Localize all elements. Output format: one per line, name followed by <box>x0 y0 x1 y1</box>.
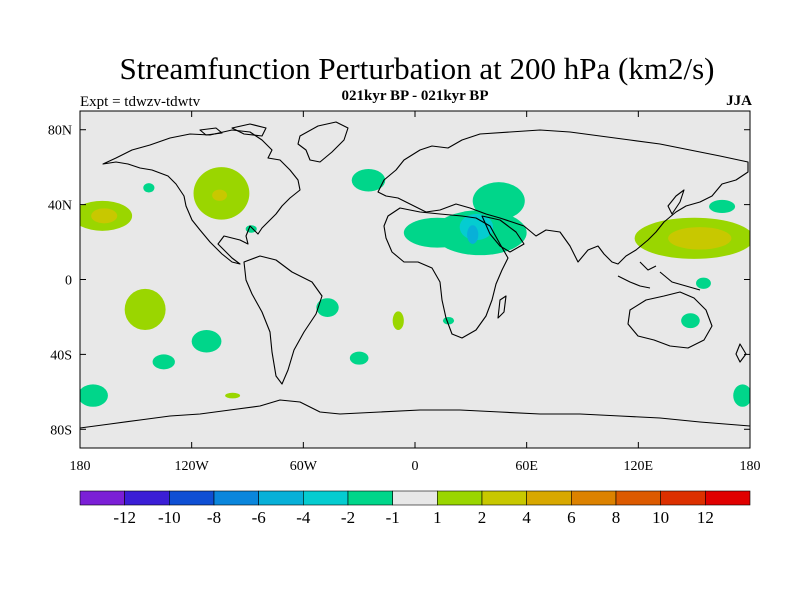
contour-region-19 <box>349 351 369 365</box>
axis-ticks: 180 120W 60W 0 60E 120E 180 80N 40N 0 40S 80S <box>48 111 761 474</box>
colorbar-label: -1 <box>386 508 400 527</box>
colorbar-swatch <box>124 490 170 506</box>
contour-region-16 <box>191 330 222 353</box>
coastline-japan <box>667 189 685 215</box>
colorbar-label: -8 <box>207 508 221 527</box>
x-tick-label: 180 <box>70 459 91 474</box>
x-tick-label: 120E <box>624 459 654 474</box>
colorbar-label: 12 <box>697 508 714 527</box>
x-tick-label: 0 <box>412 459 419 474</box>
colorbar-label: -6 <box>252 508 266 527</box>
coastline-australia <box>627 291 713 349</box>
experiment-label: Expt = tdwzv-tdwtv <box>80 94 201 110</box>
colorbar-label: 4 <box>522 508 531 527</box>
contour-region-17 <box>316 298 339 317</box>
contour-region-23 <box>733 384 750 407</box>
coastline-arctic-islands <box>199 123 267 137</box>
contour-region-20 <box>709 199 736 214</box>
coastline-arabia <box>481 215 525 253</box>
colorbar-swatch <box>481 490 527 506</box>
y-tick-label: 0 <box>65 274 72 289</box>
coastline-north-america <box>102 129 301 265</box>
colorbar-swatch <box>347 490 393 506</box>
colorbar-label: 10 <box>652 508 669 527</box>
colorbar-swatch <box>437 490 483 506</box>
coastline-antarctica <box>80 399 750 429</box>
contour-region-13 <box>351 169 386 192</box>
coastline-south-america <box>243 255 323 385</box>
contour-regions <box>80 167 750 407</box>
coastline-indonesia <box>617 261 701 291</box>
colorbar-swatch <box>526 490 572 506</box>
colorbar-swatch <box>571 490 617 506</box>
contour-region-25 <box>442 316 455 325</box>
colorbar-swatch <box>79 490 125 506</box>
coastline-new-zealand <box>735 343 747 363</box>
colorbar-swatch <box>169 490 215 506</box>
contour-region-5 <box>392 311 404 331</box>
season-label: JJA <box>726 93 752 109</box>
contour-region-9 <box>403 217 471 248</box>
contour-region-4 <box>124 288 166 331</box>
colorbar-label: -2 <box>341 508 355 527</box>
y-tick-label: 40S <box>50 348 72 363</box>
x-tick-label: 180 <box>740 459 761 474</box>
contour-region-3 <box>91 208 118 224</box>
chart-subtitle: 021kyr BP - 021kyr BP <box>341 88 489 104</box>
x-tick-label: 120W <box>175 459 210 474</box>
colorbar-label: 1 <box>433 508 442 527</box>
contour-region-12 <box>467 225 479 244</box>
colorbar-swatch <box>213 490 259 506</box>
map-background <box>80 111 750 448</box>
x-tick-label: 60E <box>515 459 538 474</box>
coastline-eurasia <box>377 129 749 265</box>
x-tick-label: 60W <box>290 459 318 474</box>
contour-region-14 <box>143 183 155 193</box>
coastline-greenland <box>297 121 349 163</box>
colorbar-label: -10 <box>158 508 181 527</box>
colorbar-swatch <box>303 490 349 506</box>
colorbar-swatch <box>392 490 438 506</box>
coastline-africa <box>383 207 509 339</box>
coastline-madagascar <box>497 295 507 319</box>
contour-region-18 <box>152 354 175 370</box>
y-tick-label: 80S <box>50 423 72 438</box>
colorbar-swatch <box>258 490 304 506</box>
contour-region-7 <box>668 227 732 250</box>
coastlines <box>80 121 750 429</box>
chart-title: Streamfunction Perturbation at 200 hPa (… <box>119 51 715 86</box>
contour-region-22 <box>696 277 711 289</box>
contour-region-26 <box>225 392 241 399</box>
colorbar-label: 2 <box>478 508 487 527</box>
contour-region-10 <box>472 182 525 220</box>
contour-region-1 <box>212 189 228 201</box>
contour-region-15 <box>80 384 108 407</box>
colorbar-label: -12 <box>113 508 136 527</box>
colorbar: -12 -10 -8 -6 -4 -2 -1 1 2 4 6 8 10 12 <box>79 490 751 527</box>
contour-region-21 <box>681 313 700 329</box>
colorbar-swatch <box>615 490 661 506</box>
colorbar-label: 6 <box>567 508 576 527</box>
colorbar-label: -4 <box>296 508 311 527</box>
colorbar-swatch <box>660 490 706 506</box>
y-tick-label: 80N <box>48 124 72 139</box>
y-tick-label: 40N <box>48 199 72 214</box>
colorbar-label: 8 <box>612 508 621 527</box>
colorbar-swatch <box>705 490 751 506</box>
